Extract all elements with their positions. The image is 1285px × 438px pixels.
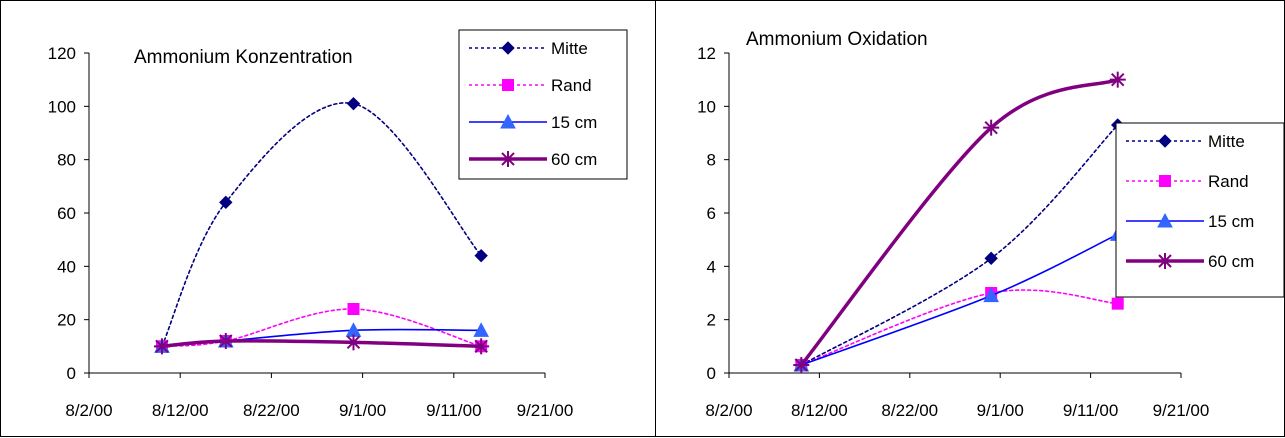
data-point-60-cm <box>345 334 362 351</box>
x-tick-label: 8/2/00 <box>65 401 112 420</box>
x-tick-label: 9/11/00 <box>426 401 481 420</box>
series-line-mitte <box>161 102 482 348</box>
legend-marker-mitte <box>501 41 515 55</box>
legend-label-rand: Rand <box>1208 172 1249 191</box>
chart-panel-ammonium-konzentration: 0 20 40 60 80 100 120 8/2/00 8/12/00 8/22/00 9/1/0… <box>0 0 656 437</box>
legend-marker-60-cm <box>500 151 516 167</box>
y-tick-label: 4 <box>707 257 716 276</box>
series-line-60-cm <box>160 339 483 349</box>
data-point-60-cm <box>1109 71 1126 88</box>
x-tick-label: 9/11/00 <box>1063 401 1118 420</box>
data-point-60-cm <box>793 357 810 373</box>
legend-marker-rand <box>1159 175 1171 187</box>
data-point-15-cm <box>983 287 999 303</box>
y-tick-label: 10 <box>697 97 716 116</box>
legend-label-60-cm: 60 cm <box>1208 252 1254 271</box>
y-tick-label: 40 <box>57 257 76 276</box>
data-point-mitte <box>346 96 361 111</box>
y-tick-label: 2 <box>707 311 716 330</box>
data-point-60-cm-stroke-d2 <box>474 339 488 354</box>
data-point-60-cm-stroke-d2 <box>219 334 233 348</box>
legend-label-rand: Rand <box>551 76 592 95</box>
data-point-rand <box>1111 297 1124 310</box>
x-tick-label: 8/12/00 <box>791 401 848 420</box>
chart-ammonium-konzentration: 0 20 40 60 80 100 120 8/2/00 8/12/00 8/22/00 9/1/0… <box>48 29 628 420</box>
data-point-60-cm-stroke-d2 <box>984 120 998 135</box>
data-point-15-cm <box>473 322 489 337</box>
legend-marker-60-cm <box>1157 253 1173 269</box>
series-line-rand <box>161 308 482 348</box>
x-tick-label: 8/22/00 <box>881 401 938 420</box>
y-tick-label: 60 <box>57 204 76 223</box>
y-tick-label: 20 <box>57 311 76 330</box>
legend-label-mitte: Mitte <box>551 39 588 58</box>
legend-label-15-cm: 15 cm <box>551 113 597 132</box>
legend-marker-60-cm-stroke-d2 <box>501 152 515 166</box>
x-tick-label: 8/22/00 <box>243 401 300 420</box>
y-tick-label: 100 <box>48 97 76 116</box>
x-tick-label: 8/2/00 <box>705 401 752 420</box>
legend-box <box>458 29 628 180</box>
chart-title: Ammonium Oxidation <box>746 29 928 50</box>
x-tick-label: 9/21/00 <box>517 401 574 420</box>
legend-marker-mitte <box>1158 134 1172 148</box>
chart-ammonium-oxidation: 0 2 4 6 8 10 12 8/2/00 8/12/00 8/22/00 9/1/00 9/11/… <box>697 29 1285 420</box>
legend-marker-60-cm-stroke-d2 <box>1158 254 1172 268</box>
data-point-60-cm <box>983 119 1000 136</box>
data-point-60-cm-stroke-d2 <box>794 358 809 372</box>
legend-box <box>1115 122 1285 298</box>
legend-marker-15-cm <box>1157 212 1173 228</box>
data-point-60-cm-stroke-d2 <box>155 339 169 354</box>
chart-panel-ammonium-oxidation: 0 2 4 6 8 10 12 8/2/00 8/12/00 8/22/00 9/1/00 9/11/… <box>655 0 1285 437</box>
x-tick-label: 9/21/00 <box>1153 401 1210 420</box>
legend-label-15-cm: 15 cm <box>1208 212 1254 231</box>
legend-marker-15-cm <box>500 113 516 129</box>
series-line-15-cm <box>800 233 1119 366</box>
y-tick-label: 6 <box>707 204 716 223</box>
y-tick-label: 80 <box>57 151 76 170</box>
y-tick-label: 12 <box>697 44 716 63</box>
y-tick-label: 120 <box>48 44 76 63</box>
data-point-mitte <box>474 248 488 263</box>
x-tick-label: 8/12/00 <box>152 401 209 420</box>
y-tick-label: 8 <box>707 151 716 170</box>
data-point-mitte <box>984 251 998 266</box>
legend-label-mitte: Mitte <box>1208 132 1245 151</box>
data-point-60-cm-stroke-d2 <box>346 335 361 350</box>
data-point-rand <box>347 303 360 315</box>
chart-title: Ammonium Konzentration <box>134 47 353 68</box>
x-tick-label: 9/1/00 <box>339 401 386 420</box>
legend-label-60-cm: 60 cm <box>551 150 597 169</box>
legend-marker-rand <box>502 79 514 91</box>
data-point-60-cm <box>473 338 490 355</box>
y-tick-label: 0 <box>707 364 716 383</box>
series-line-60-cm <box>799 77 1120 367</box>
x-tick-label: 9/1/00 <box>977 401 1024 420</box>
data-point-60-cm-stroke-d2 <box>1111 72 1125 87</box>
data-point-60-cm <box>217 333 234 349</box>
data-point-mitte <box>219 195 233 210</box>
data-point-60-cm <box>153 338 170 355</box>
y-tick-label: 0 <box>67 364 76 383</box>
